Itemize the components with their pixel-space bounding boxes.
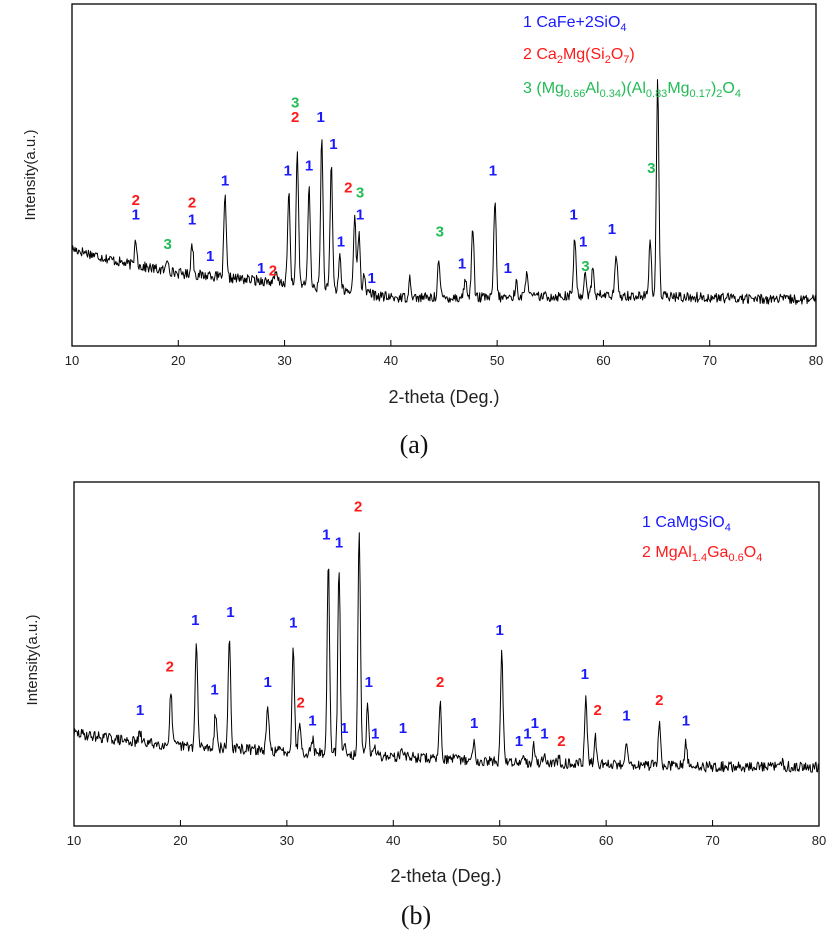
panel-a-peak-label-phase-1: 1 [368,270,376,287]
panel-b-peak-label-phase-2: 2 [593,702,601,719]
panel-b-x-tick-label: 30 [280,833,294,848]
panel-a-peak-label-phase-1: 1 [132,207,140,224]
panel-a-peak-label-phase-2: 2 [344,180,352,197]
panel-b-peak-label-phase-1: 1 [264,674,272,691]
panel-b-legend-item-2: 2 MgAl1.4Ga0.6O4 [642,544,762,564]
panel-b-legend-item-1: 1 CaMgSiO4 [642,514,731,534]
panel-b-label: (b) [401,901,431,930]
panel-b-peak-label-phase-1: 1 [523,725,531,742]
panel-a-peak-label-phase-3: 3 [647,160,655,177]
panel-a-legend-item-1: 1 CaFe+2SiO4 [523,14,627,34]
panel-b-peak-label-phase-1: 1 [191,612,199,629]
panel-a-x-axis-label: 2-theta (Deg.) [388,387,499,407]
panel-b-peak-label-phase-1: 1 [531,715,539,732]
panel-a-peak-label-phase-1: 1 [284,163,292,180]
panel-a-peak-label-phase-1: 1 [458,255,466,272]
panel-a-x-tick-label: 20 [171,353,185,368]
panel-a-peak-label-phase-3: 3 [356,185,364,202]
panel-a-peak-label-phase-1: 1 [569,207,577,224]
panel-b-peak-label-phase-1: 1 [308,713,316,730]
panel-a-peak-label-phase-2: 2 [291,109,299,126]
panel-b-x-tick-label: 50 [492,833,506,848]
panel-a-peak-label-phase-1: 1 [221,172,229,189]
panel-a-x-tick-label: 40 [384,353,398,368]
panel-b-frame [73,481,820,827]
panel-b-y-axis-label: Intensity(a.u.) [24,615,41,706]
panel-b-peak-label-phase-1: 1 [682,713,690,730]
panel-b-peak-label-phase-2: 2 [354,498,362,515]
panel-b-peak-label-phase-1: 1 [540,725,548,742]
panel-a-peak-label-phase-1: 1 [489,163,497,180]
panel-a-peak-label-phase-2: 2 [188,194,196,211]
panel-a-peak-label-phase-1: 1 [206,248,214,265]
panel-a-peak-label-phase-2: 2 [132,192,140,209]
panel-b-peak-label-phase-1: 1 [335,534,343,551]
panel-a-x-tick-label: 70 [702,353,716,368]
panel-a-y-axis-label: Intensity(a.u.) [22,130,39,221]
panel-a-peak-label-phase-3: 3 [291,94,299,111]
panel-b-peak-label-phase-1: 1 [371,725,379,742]
panel-a-legend-item-2: 2 Ca2Mg(Si2O7) [523,46,635,66]
panel-a-peak-label-phase-1: 1 [356,207,364,224]
panel-b-peak-label-phase-1: 1 [399,720,407,737]
panel-b-peak-label-phase-1: 1 [515,733,523,750]
panel-b-peak-label-phase-1: 1 [322,527,330,544]
panel-b-x-tick-label: 40 [386,833,400,848]
panel-b-xrd-trace [73,532,820,773]
panel-b-x-tick-label: 20 [173,833,187,848]
panel-b-peak-label-phase-2: 2 [655,692,663,709]
panel-a-x-tick-label: 50 [490,353,504,368]
panel-b-peak-label-phase-2: 2 [166,658,174,675]
panel-b-peak-label-phase-1: 1 [496,622,504,639]
panel-b-peak-label-phase-2: 2 [557,733,565,750]
panel-b-peak-label-phase-2: 2 [297,694,305,711]
panel-a-peak-label-phase-1: 1 [257,260,265,277]
panel-a-peak-label-phase-1: 1 [317,109,325,126]
panel-a-peak-label-phase-3: 3 [163,236,171,253]
panel-b-peak-label-phase-1: 1 [470,715,478,732]
panel-a-legend-item-3: 3 (Mg0.66Al0.34)(Al0.83Mg0.17)2O4 [523,80,741,100]
panel-b-peak-label-phase-1: 1 [340,720,348,737]
panel-b-x-tick-label: 70 [705,833,719,848]
panel-a-peak-label-phase-1: 1 [305,158,313,175]
panel-b-x-axis-label: 2-theta (Deg.) [390,866,501,886]
panel-a-peak-label-phase-2: 2 [269,263,277,280]
panel-b-peak-label-phase-1: 1 [622,707,630,724]
panel-b-peak-label-phase-1: 1 [289,614,297,631]
panel-b-peak-label-phase-1: 1 [210,682,218,699]
panel-a-peak-label-phase-3: 3 [436,224,444,241]
panel-a-peak-label-phase-1: 1 [188,211,196,228]
panel-a-peak-label-phase-1: 1 [329,136,337,153]
panel-b-peak-label-phase-1: 1 [226,604,234,621]
panel-b-legend: 1 CaMgSiO4 2 MgAl1.4Ga0.6O4 [642,514,762,564]
panel-a-x-tick-label: 80 [809,353,823,368]
panel-b-x-tick-label: 10 [67,833,81,848]
panel-a-x-tick-label: 10 [65,353,79,368]
panel-b-peak-label-phase-1: 1 [581,666,589,683]
panel-a-peak-label-phase-1: 1 [337,233,345,250]
panel-a-xrd-trace [71,79,817,305]
panel-a-label: (a) [400,430,429,459]
panel-a-x-ticks: 10 20 30 40 50 60 70 80 [65,340,823,368]
panel-a-x-tick-label: 30 [277,353,291,368]
panel-b-peak-label-phase-1: 1 [136,702,144,719]
panel-a-peak-label-phase-1: 1 [608,221,616,238]
panel-a-frame [71,3,817,347]
panel-a-peak-label-phase-1: 1 [579,233,587,250]
panel-b-x-tick-label: 60 [599,833,613,848]
panel-b-x-ticks: 10 20 30 40 50 60 70 80 [67,820,826,848]
panel-b-peak-label-phase-1: 1 [365,674,373,691]
panel-a-x-tick-label: 60 [596,353,610,368]
panel-a-legend: 1 CaFe+2SiO4 2 Ca2Mg(Si2O7) 3 (Mg0.66Al0… [523,14,741,100]
panel-b-x-tick-label: 80 [812,833,826,848]
panel-b-peak-label-phase-2: 2 [436,674,444,691]
panel-a-peak-label-phase-1: 1 [504,260,512,277]
panel-a-peak-label-phase-3: 3 [581,258,589,275]
